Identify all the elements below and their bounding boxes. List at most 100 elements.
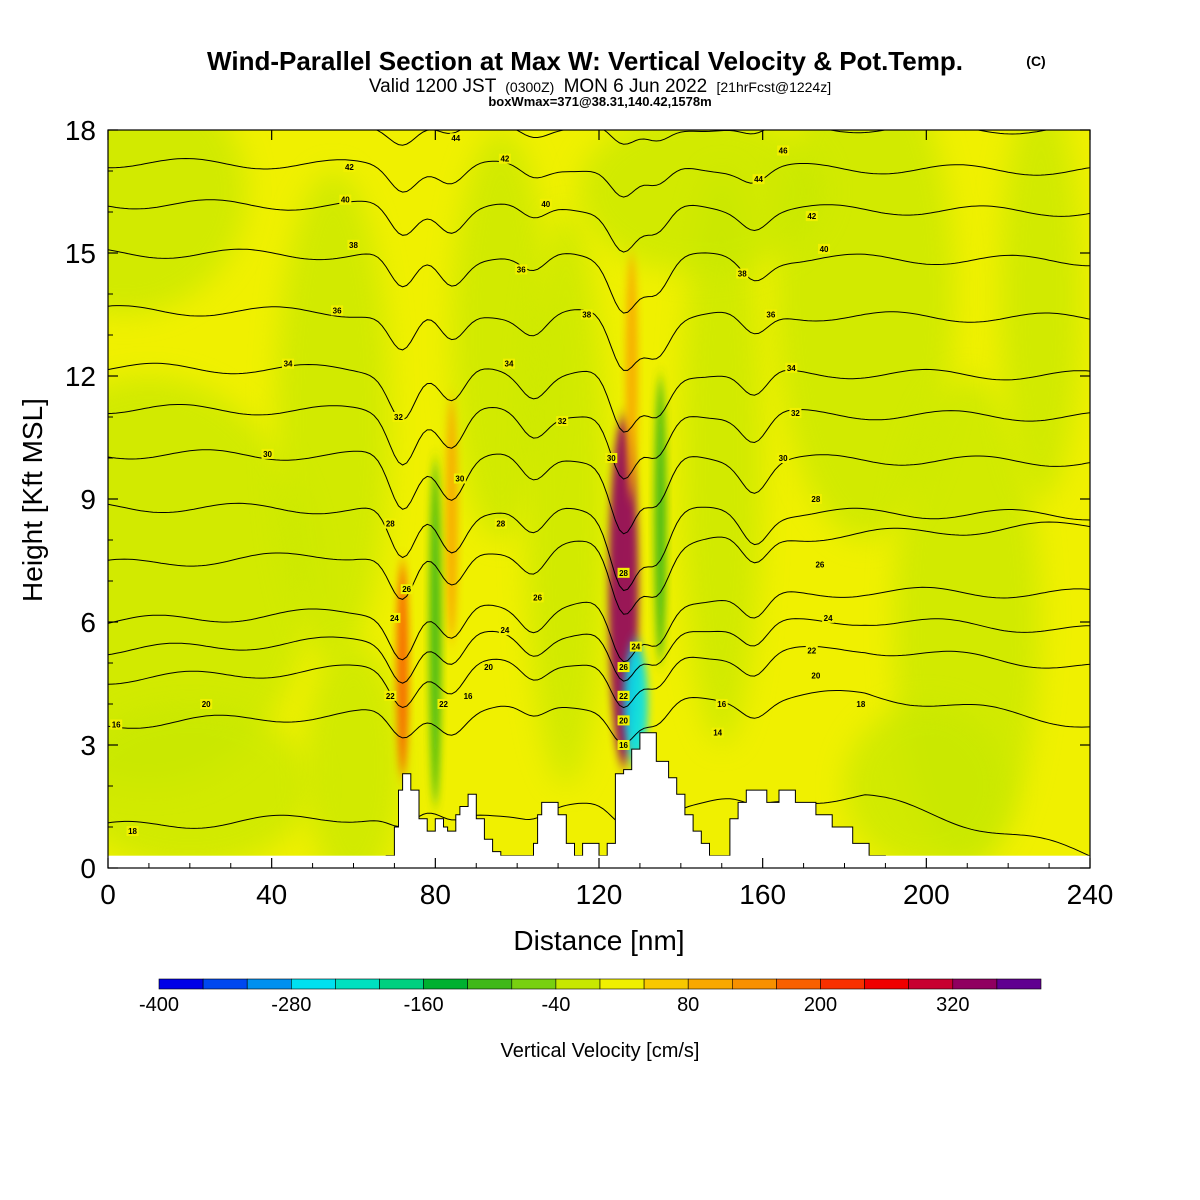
isentrope-label-bg [777, 145, 790, 156]
valid-utc: (0300Z) [505, 79, 554, 95]
field-patch [844, 704, 1009, 868]
isentrope-label: 22 [386, 692, 395, 701]
isentrope-label-bg [617, 740, 630, 750]
isentrope-30 [108, 449, 1090, 535]
colorbar-tick-label: 80 [677, 994, 699, 1016]
isentrope-label: 40 [541, 200, 550, 209]
isentrope-label-bg [392, 412, 405, 422]
isentrope-label-bg [813, 559, 826, 570]
y-tick-label: 6 [80, 607, 96, 638]
isentrope-label-bg [736, 268, 749, 279]
isentrope-label: 34 [284, 360, 293, 369]
valid-date: MON 6 Jun 2022 [564, 76, 708, 97]
isentrope-label-bg [331, 305, 344, 316]
isentrope-28 [108, 502, 1090, 592]
isentrope-label-bg [617, 690, 630, 701]
isentrope-label: 30 [607, 454, 616, 463]
x-tick-label: 200 [903, 879, 950, 910]
isentrope-label-bg [347, 239, 360, 250]
colorbar-tick-label: 200 [804, 994, 837, 1016]
valid-prefix: Valid 1200 JST [369, 76, 497, 97]
isentrope-label: 30 [455, 475, 464, 484]
isentrope-label-bg [494, 518, 507, 529]
isentrope-label: 40 [341, 196, 350, 205]
isentrope-label-bg [502, 358, 515, 369]
isentrope-24 [108, 586, 1090, 663]
isentrope-label-bg [809, 494, 822, 504]
isentrope-label: 16 [464, 692, 473, 701]
isentrope-label: 36 [333, 306, 342, 315]
isentrope-label: 38 [349, 241, 358, 250]
isentrope-label: 40 [820, 245, 829, 254]
isentrope-label: 22 [439, 700, 448, 709]
isentrope-label-bg [388, 612, 401, 623]
isentrope-label-bg [605, 453, 618, 463]
valid-forecast: [21hrFcst@1224z] [717, 79, 832, 95]
isentrope-label-bg [384, 518, 397, 529]
isentrope-label-bg [556, 416, 569, 427]
isentrope-label: 42 [807, 212, 816, 221]
isentrope-label: 32 [791, 409, 800, 418]
isentrope-label-bg [462, 690, 475, 701]
isentrope-lines [108, 130, 1090, 857]
colorbar: -400 -280 -160 -40 80 200 320 [139, 978, 1042, 1016]
field-patch [108, 130, 248, 315]
colorbar-swatch [246, 978, 292, 990]
isentrope-label-bg [498, 153, 511, 164]
isentrope-label: 42 [500, 155, 509, 164]
isentrope-label: 18 [856, 700, 865, 709]
colorbar-label: Vertical Velocity [cm/s] [501, 1040, 700, 1062]
isentrope-label: 28 [386, 520, 395, 529]
isentrope-label: 28 [811, 495, 820, 504]
isentrope-16 [108, 690, 1090, 745]
isentrope-label: 24 [500, 626, 509, 635]
isentrope-label: 28 [496, 520, 505, 529]
y-tick-label: 18 [65, 115, 96, 146]
isentrope-label-bg [629, 641, 642, 652]
isentrope-label: 20 [619, 716, 628, 725]
isentrope-label-bg [715, 699, 728, 709]
colorbar-tick-label: -40 [541, 994, 570, 1016]
field-patch [304, 642, 403, 868]
isentrope-label: 42 [345, 163, 354, 172]
isentrope-label-bg [531, 592, 544, 603]
chart-title-mark: (C) [1026, 53, 1045, 69]
field-patch [525, 212, 608, 786]
isentrope-label-bg [617, 715, 630, 726]
colorbar-tick-label: -400 [139, 994, 179, 1016]
isentrope-label: 28 [619, 569, 628, 578]
colorbar-swatch [379, 978, 424, 990]
x-tick-label: 120 [576, 879, 623, 910]
isentrope-label: 24 [824, 614, 833, 623]
isentrope-label: 32 [558, 417, 567, 426]
isentrope-38 [108, 248, 1090, 314]
y-axis-label: Height [Kft MSL] [17, 398, 48, 602]
field-patch [578, 130, 825, 274]
isentrope-label-bg [110, 719, 123, 730]
terrain-profile [385, 732, 886, 868]
isentrope-label-bg [805, 211, 818, 222]
isentrope-label-bg [384, 690, 397, 701]
colorbar-swatch [687, 978, 733, 990]
isentrope-label-bg [617, 567, 630, 578]
colorbar-swatch [423, 978, 469, 990]
isentrope-labels: 16 18 20 22 24 26 28 30 32 34 36 38 40 42 44 16 20 22 24 26… [110, 133, 867, 837]
isentrope-label-bg [711, 727, 724, 738]
isentrope-label: 34 [505, 360, 514, 369]
colorbar-swatch [731, 978, 777, 990]
isentrope-label-bg [818, 243, 831, 254]
isentrope-label-bg [580, 309, 593, 320]
chart-header: Wind-Parallel Section at Max W: Vertical… [207, 46, 1046, 109]
y-tick-label: 0 [80, 853, 96, 884]
colorbar-swatch [996, 978, 1042, 990]
downdraft-streak [654, 376, 667, 663]
isentrope-42 [108, 157, 1090, 198]
isentrope-label: 26 [619, 663, 628, 672]
isentrope-label: 22 [807, 647, 816, 656]
isentrope-label-bg [617, 662, 630, 673]
colorbar-swatch [335, 978, 380, 990]
isentrope-label-bg [400, 584, 413, 595]
isentrope-label: 44 [754, 175, 763, 184]
